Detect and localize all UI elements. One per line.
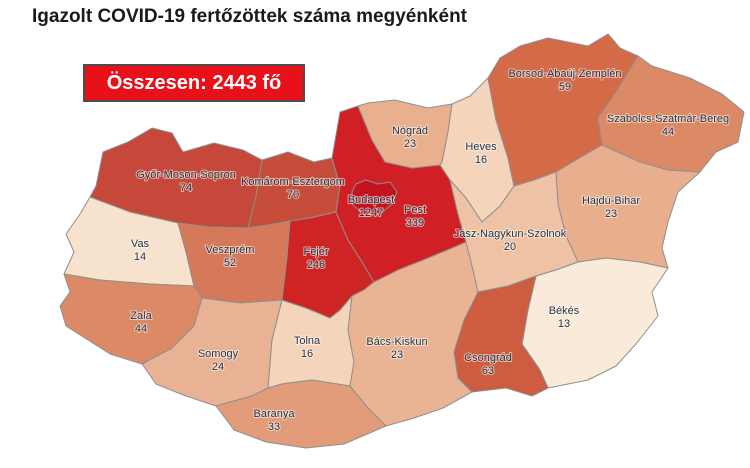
- county-gyor-moson-sopron-value: 74: [180, 182, 192, 194]
- county-bekes-value: 13: [558, 318, 570, 330]
- county-szabolcs-szatmar-bereg-value: 44: [662, 126, 674, 138]
- county-komarom-esztergom-value: 70: [287, 189, 299, 201]
- county-tolna-value: 16: [301, 348, 313, 360]
- county-hajdu-bihar-value: 23: [605, 208, 617, 220]
- county-nograd-label: Nógrád: [392, 125, 428, 137]
- county-bacs-kiskun-value: 23: [391, 349, 403, 361]
- county-baranya-label: Baranya: [254, 408, 296, 420]
- county-bekes-label: Békés: [549, 305, 580, 317]
- page-title: Igazolt COVID-19 fertőzöttek száma megyé…: [32, 6, 467, 27]
- county-borsod-abauj-zemplen-value: 59: [559, 81, 571, 93]
- county-csongrad-value: 63: [482, 365, 494, 377]
- county-fejer-label: Fejér: [303, 246, 328, 258]
- county-heves-value: 16: [475, 154, 487, 166]
- county-somogy-value: 24: [212, 361, 224, 373]
- county-vas-label: Vas: [131, 238, 150, 250]
- county-zala-value: 44: [135, 323, 147, 335]
- county-borsod-abauj-zemplen-label: Borsod-Abaúj-Zemplén: [508, 68, 621, 80]
- county-budapest-value: 1247: [359, 207, 383, 219]
- county-gyor-moson-sopron-label: Győr-Moson-Sopron: [136, 169, 236, 181]
- total-banner: Összesen: 2443 fő: [83, 64, 305, 102]
- county-pest-label: Pest: [404, 204, 426, 216]
- county-csongrad: [453, 275, 549, 397]
- county-budapest: [351, 179, 398, 215]
- county-somogy-label: Somogy: [198, 348, 239, 360]
- county-nograd-value: 23: [404, 138, 416, 150]
- county-bekes: [521, 257, 669, 389]
- county-jasz-nagykun-szolnok-value: 20: [504, 241, 516, 253]
- county-baranya-value: 33: [268, 421, 280, 433]
- county-hajdu-bihar-label: Hajdú-Bihar: [582, 195, 640, 207]
- county-budapest-label: Budapest: [348, 194, 394, 206]
- county-szabolcs-szatmar-bereg-label: Szabolcs-Szatmár-Bereg: [607, 113, 729, 125]
- county-bacs-kiskun-label: Bács-Kiskun: [366, 336, 427, 348]
- county-csongrad-label: Csongrád: [464, 352, 512, 364]
- county-zala-label: Zala: [130, 310, 152, 322]
- county-veszprem-label: Veszprém: [206, 244, 255, 256]
- county-jasz-nagykun-szolnok: [449, 171, 579, 293]
- county-jasz-nagykun-szolnok-label: Jász-Nagykun-Szolnok: [454, 228, 567, 240]
- county-komarom-esztergom-label: Komárom-Esztergom: [241, 176, 345, 188]
- county-szabolcs-szatmar-bereg: [597, 55, 745, 173]
- county-pest-value: 339: [406, 217, 424, 229]
- county-veszprem-value: 52: [224, 257, 236, 269]
- county-heves-label: Heves: [465, 141, 497, 153]
- county-shapes-layer: [59, 33, 745, 449]
- county-baranya: [215, 379, 387, 449]
- total-banner-label: Összesen: 2443 fő: [106, 71, 282, 94]
- county-tolna-label: Tolna: [294, 335, 321, 347]
- county-fejer-value: 246: [307, 259, 325, 271]
- county-vas-value: 14: [134, 251, 146, 263]
